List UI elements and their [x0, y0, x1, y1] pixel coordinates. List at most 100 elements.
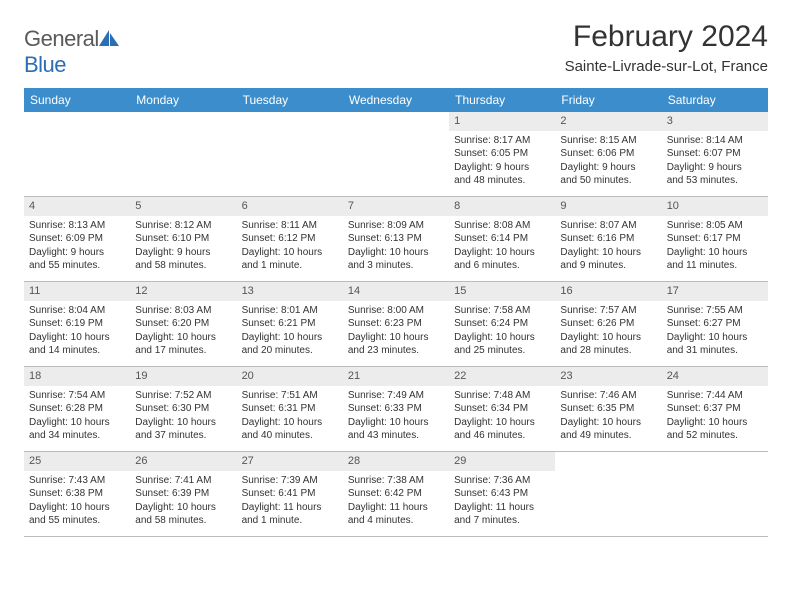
day-number: 7 [348, 200, 354, 212]
empty-cell [237, 112, 343, 196]
day-cell: 16Sunrise: 7:57 AMSunset: 6:26 PMDayligh… [555, 282, 661, 366]
day-cell: 3Sunrise: 8:14 AMSunset: 6:07 PMDaylight… [662, 112, 768, 196]
day-info-line: Sunset: 6:10 PM [135, 232, 231, 246]
day-info-line: and 1 minute. [242, 514, 338, 528]
weekday-header: Monday [130, 88, 236, 112]
day-info-line: Sunset: 6:19 PM [29, 317, 125, 331]
day-number-row: 13 [237, 282, 343, 301]
location: Sainte-Livrade-sur-Lot, France [565, 58, 768, 75]
day-info-line: Daylight: 9 hours [667, 161, 763, 175]
day-number-row: 19 [130, 367, 236, 386]
day-number-row: 24 [662, 367, 768, 386]
day-info-line: Daylight: 9 hours [29, 246, 125, 260]
day-info-line: Sunrise: 7:39 AM [242, 474, 338, 488]
day-info-line: Sunset: 6:14 PM [454, 232, 550, 246]
day-info-line: Sunrise: 8:13 AM [29, 219, 125, 233]
day-info-line: Sunset: 6:07 PM [667, 147, 763, 161]
week-row: 18Sunrise: 7:54 AMSunset: 6:28 PMDayligh… [24, 367, 768, 452]
day-cell: 13 Sunrise: 8:01 AMSunset: 6:21 PMDayligh… [237, 282, 343, 366]
day-info-line: Sunset: 6:16 PM [560, 232, 656, 246]
week-row: 1Sunrise: 8:17 AMSunset: 6:05 PMDaylight… [24, 112, 768, 197]
day-number: 24 [667, 370, 679, 382]
day-cell: 27Sunrise: 7:39 AMSunset: 6:41 PMDayligh… [237, 452, 343, 536]
day-number: 8 [454, 200, 460, 212]
day-cell: 23Sunrise: 7:46 AMSunset: 6:35 PMDayligh… [555, 367, 661, 451]
week-row: 4Sunrise: 8:13 AMSunset: 6:09 PMDaylight… [24, 197, 768, 282]
day-info-line: Sunrise: 7:57 AM [560, 304, 656, 318]
week-row: 11Sunrise: 8:04 AMSunset: 6:19 PMDayligh… [24, 282, 768, 367]
day-info-line: Sunset: 6:34 PM [454, 402, 550, 416]
day-info-line: Sunrise: 8:01 AM [242, 304, 338, 318]
empty-cell [130, 112, 236, 196]
day-info-line: Daylight: 11 hours [242, 501, 338, 515]
day-info-line: Sunset: 6:21 PM [242, 317, 338, 331]
weekday-header: Saturday [662, 88, 768, 112]
day-number-row: 20 [237, 367, 343, 386]
day-number-row: 22 [449, 367, 555, 386]
day-number-row: 2 [555, 112, 661, 131]
day-info-line: Sunset: 6:43 PM [454, 487, 550, 501]
empty-cell [343, 112, 449, 196]
day-number-row: 11 [24, 282, 130, 301]
day-info-line: and 46 minutes. [454, 429, 550, 443]
day-cell: 25Sunrise: 7:43 AMSunset: 6:38 PMDayligh… [24, 452, 130, 536]
day-number-row: 25 [24, 452, 130, 471]
day-number: 9 [560, 200, 566, 212]
empty-cell [555, 452, 661, 536]
day-info-line: Sunset: 6:24 PM [454, 317, 550, 331]
day-info-line: Daylight: 10 hours [454, 331, 550, 345]
day-number: 18 [29, 370, 41, 382]
day-info-line: Sunset: 6:30 PM [135, 402, 231, 416]
day-cell: 20Sunrise: 7:51 AMSunset: 6:31 PMDayligh… [237, 367, 343, 451]
day-cell: 22Sunrise: 7:48 AMSunset: 6:34 PMDayligh… [449, 367, 555, 451]
day-cell: 15Sunrise: 7:58 AMSunset: 6:24 PMDayligh… [449, 282, 555, 366]
day-number: 27 [242, 455, 254, 467]
day-cell: 7Sunrise: 8:09 AMSunset: 6:13 PMDaylight… [343, 197, 449, 281]
day-info-line: Daylight: 10 hours [560, 416, 656, 430]
day-cell: 26Sunrise: 7:41 AMSunset: 6:39 PMDayligh… [130, 452, 236, 536]
day-info-line: Daylight: 10 hours [348, 416, 444, 430]
day-number: 10 [667, 200, 679, 212]
day-info-line: Sunset: 6:09 PM [29, 232, 125, 246]
day-info-line: and 31 minutes. [667, 344, 763, 358]
day-info-line: Sunrise: 7:38 AM [348, 474, 444, 488]
day-info-line: Daylight: 10 hours [242, 331, 338, 345]
day-info-line: Sunrise: 8:05 AM [667, 219, 763, 233]
logo-text-2: Blue [24, 52, 66, 77]
day-number-row: 21 [343, 367, 449, 386]
day-info-line: Sunrise: 8:03 AM [135, 304, 231, 318]
day-info-line: and 20 minutes. [242, 344, 338, 358]
day-number: 3 [667, 115, 673, 127]
day-info-line: Sunrise: 8:12 AM [135, 219, 231, 233]
day-number-row: 6 [237, 197, 343, 216]
day-number: 14 [348, 285, 360, 297]
day-number-row: 17 [662, 282, 768, 301]
day-number-row: 14 [343, 282, 449, 301]
day-number-row: 1 [449, 112, 555, 131]
day-info-line: Sunset: 6:23 PM [348, 317, 444, 331]
day-info-line: Sunrise: 7:49 AM [348, 389, 444, 403]
weekday-header-row: SundayMondayTuesdayWednesdayThursdayFrid… [24, 88, 768, 112]
day-cell: 1Sunrise: 8:17 AMSunset: 6:05 PMDaylight… [449, 112, 555, 196]
day-number: 25 [29, 455, 41, 467]
day-number-row: 27 [237, 452, 343, 471]
day-cell: 8Sunrise: 8:08 AMSunset: 6:14 PMDaylight… [449, 197, 555, 281]
day-number: 26 [135, 455, 147, 467]
day-info-line: Sunrise: 8:09 AM [348, 219, 444, 233]
day-info-line: Sunrise: 7:46 AM [560, 389, 656, 403]
weekday-header: Sunday [24, 88, 130, 112]
day-info-line: Daylight: 10 hours [135, 331, 231, 345]
day-info-line: Daylight: 10 hours [242, 246, 338, 260]
day-info-line: Sunrise: 8:17 AM [454, 134, 550, 148]
day-info-line: and 6 minutes. [454, 259, 550, 273]
day-number: 11 [29, 285, 40, 297]
day-info-line: Sunrise: 7:52 AM [135, 389, 231, 403]
day-number: 19 [135, 370, 147, 382]
day-number: 22 [454, 370, 466, 382]
day-info-line: and 4 minutes. [348, 514, 444, 528]
day-number-row: 29 [449, 452, 555, 471]
day-number-row: 10 [662, 197, 768, 216]
day-number-row: 12 [130, 282, 236, 301]
day-number-row: 9 [555, 197, 661, 216]
month-title: February 2024 [565, 20, 768, 54]
